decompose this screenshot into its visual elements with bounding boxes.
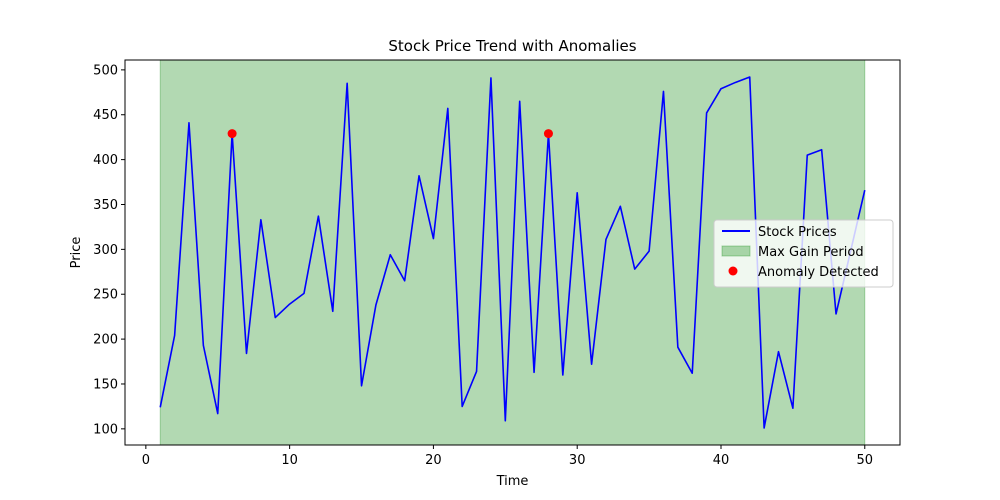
- legend-stock-prices-label: Stock Prices: [758, 225, 837, 240]
- legend: Stock Prices Max Gain Period Anomaly Det…: [713, 219, 894, 288]
- legend-max-gain-swatch: [721, 245, 751, 257]
- y-tick-label: 500: [93, 63, 118, 78]
- y-tick-label: 450: [93, 108, 118, 123]
- chart-title: Stock Price Trend with Anomalies: [388, 37, 636, 55]
- y-tick-label: 400: [93, 153, 118, 168]
- x-tick-label: 50: [856, 453, 873, 468]
- legend-max-gain-label: Max Gain Period: [758, 245, 864, 260]
- y-tick-label: 200: [93, 333, 118, 348]
- legend-box: [713, 219, 894, 288]
- x-tick-label: 40: [713, 453, 730, 468]
- y-tick-label: 100: [93, 422, 118, 437]
- y-tick-label: 250: [93, 288, 118, 303]
- y-axis-title: Price: [69, 237, 84, 269]
- x-tick-label: 30: [569, 453, 586, 468]
- stock-prices-line: [159, 76, 866, 429]
- y-tick-label: 150: [93, 377, 118, 392]
- x-tick-label: 0: [142, 453, 150, 468]
- legend-anomaly-label: Anomaly Detected: [758, 265, 879, 280]
- y-tick-label: 350: [93, 198, 118, 213]
- y-tick-label: 300: [93, 243, 118, 258]
- anomaly-marker: [543, 129, 553, 139]
- anomaly-marker: [227, 129, 237, 139]
- x-tick-label: 20: [425, 453, 442, 468]
- x-axis-title: Time: [496, 474, 529, 489]
- plot-frame: [124, 59, 901, 446]
- legend-anomaly-swatch: [728, 266, 738, 276]
- x-tick-label: 10: [281, 453, 298, 468]
